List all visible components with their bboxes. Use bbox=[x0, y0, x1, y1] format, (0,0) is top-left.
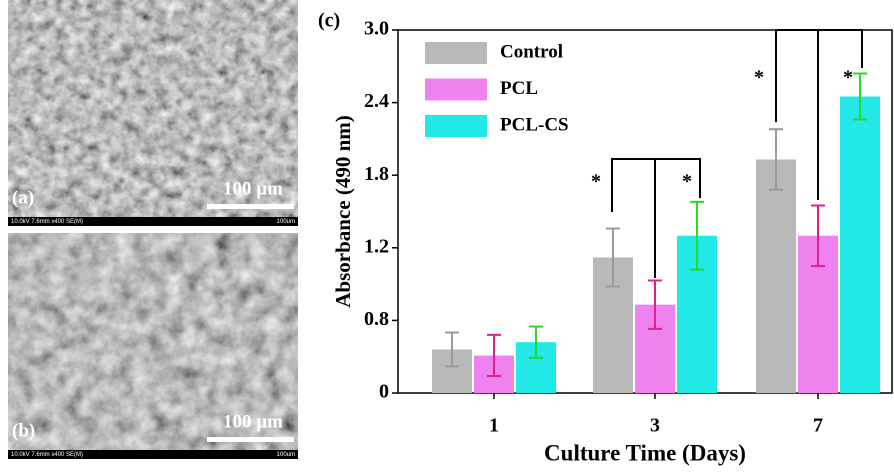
error-bar bbox=[445, 331, 459, 368]
legend-label: PCL bbox=[500, 78, 538, 99]
legend-swatch bbox=[425, 115, 487, 137]
error-bar bbox=[487, 333, 501, 378]
error-bar bbox=[529, 325, 543, 359]
y-tick-label: 0 bbox=[379, 381, 389, 403]
error-bar bbox=[769, 128, 783, 191]
x-axis-label: Culture Time (Days) bbox=[544, 440, 746, 465]
error-bar bbox=[811, 204, 825, 267]
legend-swatch bbox=[425, 42, 487, 64]
scale-bar-label: 100 µm bbox=[223, 411, 283, 432]
sem-image bbox=[8, 0, 298, 226]
legend-swatch bbox=[425, 78, 487, 101]
y-tick-label: 2.4 bbox=[364, 90, 389, 112]
y-tick-label: 1.8 bbox=[364, 163, 389, 185]
bar bbox=[756, 159, 796, 393]
y-tick-label: 3.0 bbox=[364, 18, 389, 40]
sem-info: 10.0kV 7.6mm x400 SE(M) bbox=[11, 219, 83, 225]
sem-info-scale: 100um bbox=[277, 452, 295, 458]
y-axis-label: Absorbance (490 nm) bbox=[331, 115, 355, 308]
error-bar bbox=[648, 279, 662, 330]
x-tick-label: 7 bbox=[813, 415, 823, 437]
panel-label: (b) bbox=[12, 420, 35, 441]
sem-panels: 10.0kV 7.6mm x400 SE(M) 100um (a) 100 µm 10.… bbox=[8, 0, 298, 459]
info-strip bbox=[8, 217, 298, 226]
x-tick-label: 3 bbox=[650, 415, 660, 437]
sem-info-scale: 100um bbox=[277, 219, 295, 225]
significance-brackets bbox=[611, 29, 863, 278]
significance-star: * bbox=[682, 171, 692, 193]
scale-bar bbox=[207, 204, 294, 209]
info-strip bbox=[8, 450, 298, 459]
error-bar bbox=[690, 200, 704, 271]
panel-label: (c) bbox=[318, 10, 340, 32]
x-tick-label: 1 bbox=[489, 415, 499, 437]
significance-star: * bbox=[591, 171, 601, 193]
sem-info: 10.0kV 7.6mm x400 SE(M) bbox=[11, 452, 83, 458]
y-tick-label: 0.8 bbox=[364, 308, 389, 330]
error-bar bbox=[853, 72, 867, 121]
significance-star: * bbox=[754, 67, 764, 89]
significance-star: * bbox=[843, 67, 853, 89]
legend-label: PCL-CS bbox=[500, 114, 569, 135]
chart: (c) 0 0.8 1.2 1.8 2.4 3.0 Absorbance (490 nm) Cu… bbox=[318, 10, 893, 465]
legend-label: Control bbox=[500, 41, 563, 62]
y-tick-label: 1.2 bbox=[364, 235, 389, 257]
scale-bar bbox=[207, 437, 294, 442]
error-bar bbox=[606, 227, 620, 288]
scale-bar-label: 100 µm bbox=[223, 178, 283, 199]
sem-image bbox=[8, 233, 298, 459]
bar bbox=[840, 96, 880, 394]
panel-label: (a) bbox=[12, 187, 34, 208]
